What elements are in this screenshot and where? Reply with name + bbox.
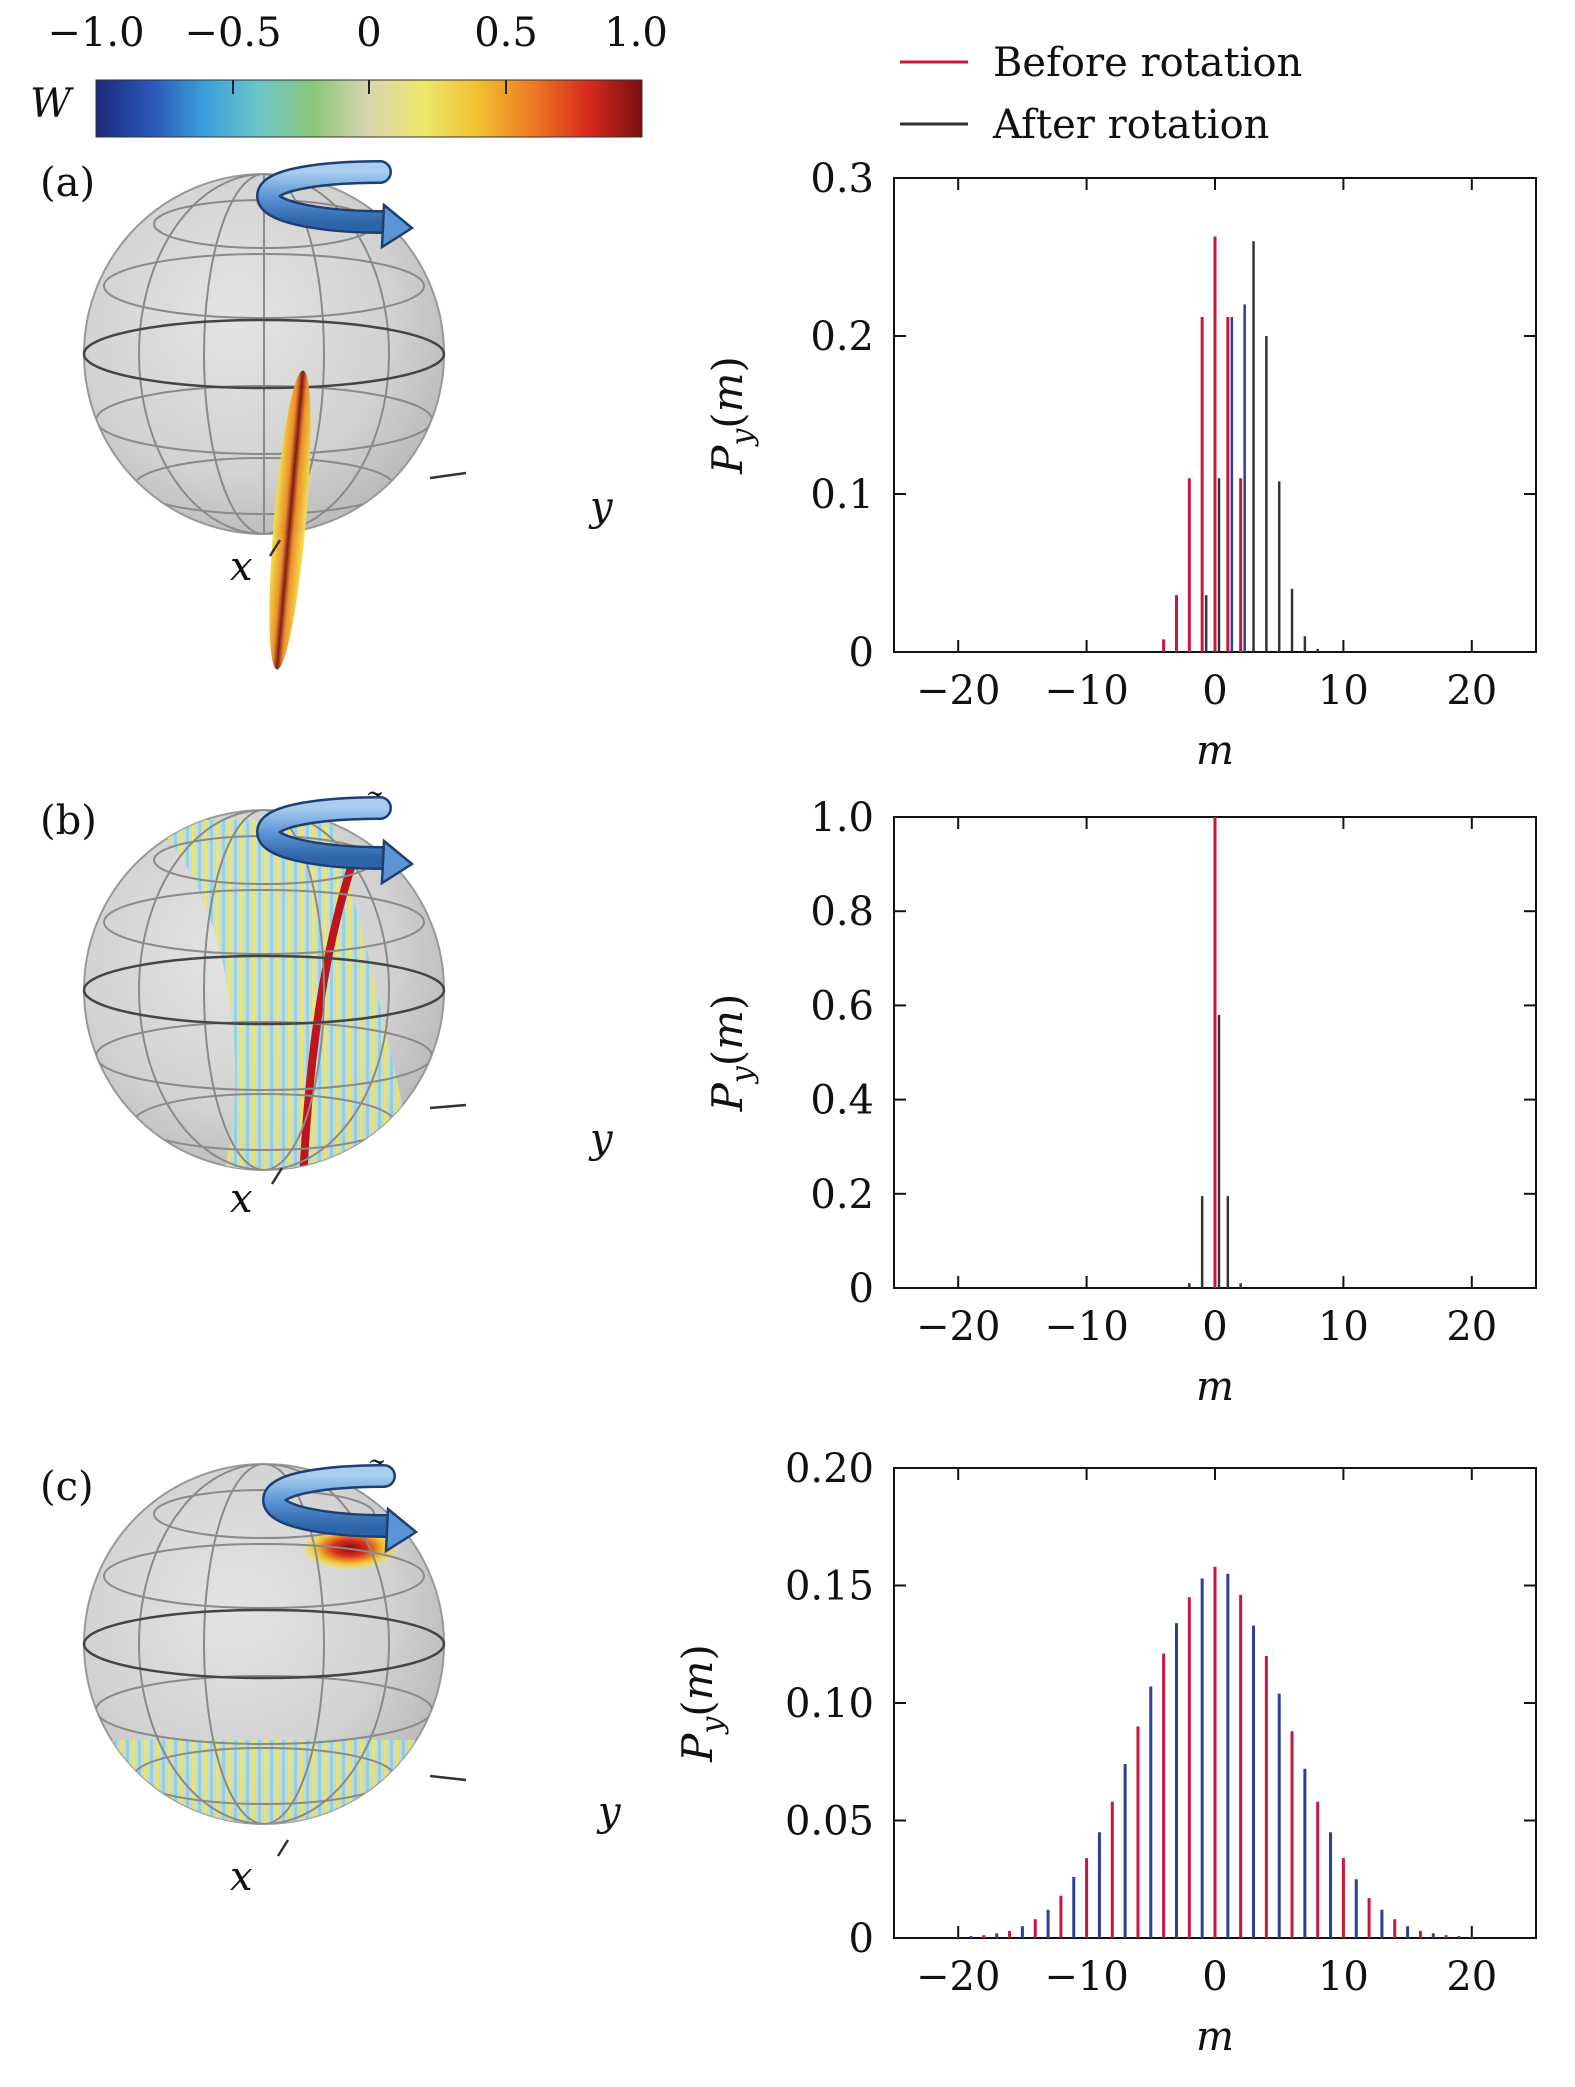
x-tick-label: 0 xyxy=(1202,668,1227,714)
chart-panel-c: −20 −10 0 10 20 0 0.05 0.10 0.15 0.20 m Py(m) xyxy=(673,1446,1537,2060)
wigner-distribution xyxy=(269,370,311,670)
x-tick-label: 20 xyxy=(1446,668,1497,714)
legend-after-label: After rotation xyxy=(992,102,1269,148)
y-tick-label: 0.4 xyxy=(810,1078,874,1124)
sphere-panel-c: (c) y x z xyxy=(40,1449,622,1900)
x-tick-label: −10 xyxy=(1044,1954,1128,2000)
y-tick-label: 0 xyxy=(849,1916,874,1962)
x-axis-label: m xyxy=(1196,2014,1234,2060)
axis-label-x: x xyxy=(230,1176,253,1222)
colorbar-tick-label: 0.5 xyxy=(474,10,538,56)
rotation-arrow-icon xyxy=(255,796,415,886)
equator xyxy=(82,954,446,1026)
y-axis-label: Py(m) xyxy=(703,356,760,475)
y-axis-label: Py(m) xyxy=(703,994,760,1113)
colorbar: W −1.0 −0.5 0 0.5 1.0 xyxy=(30,10,668,138)
chart-panel-b: −20 −10 0 10 20 0 0.2 0.4 0.6 0.8 1.0 m Py(m) xyxy=(703,795,1537,1410)
x-tick-label: −20 xyxy=(916,1954,1000,2000)
x-axis-label: m xyxy=(1196,728,1234,774)
axis-label-y: y xyxy=(596,1789,622,1835)
y-tick-label: 0.2 xyxy=(810,314,874,360)
axis-label-x: x xyxy=(230,1854,253,1900)
x-tick-label: 10 xyxy=(1318,1304,1369,1350)
panel-label-a: (a) xyxy=(40,160,95,206)
equator xyxy=(82,318,446,390)
colorbar-tick-label: 0 xyxy=(356,10,381,56)
sphere-panel-a: (a) y x z xyxy=(40,155,614,670)
axis-label-y: y xyxy=(588,484,614,530)
x-tick-label: −10 xyxy=(1044,668,1128,714)
legend-before-label: Before rotation xyxy=(993,40,1302,86)
wigner-distribution xyxy=(150,820,420,1170)
axis-label-x: x xyxy=(230,544,253,590)
x-tick-label: 10 xyxy=(1318,668,1369,714)
y-axis-line xyxy=(429,471,467,480)
x-tick-label: −20 xyxy=(916,668,1000,714)
sphere-panel-b: (b) y x z xyxy=(40,781,614,1222)
y-tick-label: 0.3 xyxy=(810,156,874,202)
y-tick-label: 0.20 xyxy=(785,1446,874,1492)
colorbar-tick-label: −0.5 xyxy=(184,10,281,56)
x-tick-label: 0 xyxy=(1202,1304,1227,1350)
colorbar-tick-label: −1.0 xyxy=(47,10,144,56)
x-tick-label: 20 xyxy=(1446,1304,1497,1350)
y-tick-label: 0.2 xyxy=(810,1172,874,1218)
x-tick-label: −10 xyxy=(1044,1304,1128,1350)
y-tick-label: 0 xyxy=(849,1266,874,1312)
equator xyxy=(82,1608,446,1680)
rotation-arrow-icon xyxy=(261,1464,419,1554)
x-tick-label: 0 xyxy=(1202,1954,1227,2000)
y-tick-label: 0 xyxy=(849,630,874,676)
colorbar-tick-label: 1.0 xyxy=(604,10,668,56)
x-axis-line xyxy=(276,1839,290,1857)
y-tick-label: 0.8 xyxy=(810,889,874,935)
y-tick-label: 0.15 xyxy=(785,1564,874,1610)
axis-label-y: y xyxy=(588,1116,614,1162)
y-axis-line xyxy=(429,1103,467,1110)
x-tick-label: −20 xyxy=(916,1304,1000,1350)
x-axis-line xyxy=(270,1167,284,1185)
legend: Before rotation After rotation xyxy=(900,40,1302,148)
panel-label-c: (c) xyxy=(40,1464,94,1510)
y-tick-label: 1.0 xyxy=(810,795,874,841)
rotation-arrow-icon xyxy=(255,160,415,250)
y-tick-label: 0.1 xyxy=(810,472,874,518)
y-axis-line xyxy=(429,1774,467,1782)
colorbar-label: W xyxy=(30,81,74,127)
x-tick-label: 20 xyxy=(1446,1954,1497,2000)
y-tick-label: 0.05 xyxy=(785,1799,874,1845)
y-tick-label: 0.6 xyxy=(810,983,874,1029)
y-axis-label: Py(m) xyxy=(673,1644,730,1763)
x-axis-label: m xyxy=(1196,1364,1234,1410)
chart-panel-a: −20 −10 0 10 20 0 0.1 0.2 0.3 m Py(m) xyxy=(703,156,1537,774)
x-axis-line xyxy=(268,539,282,557)
panel-label-b: (b) xyxy=(40,798,97,844)
x-tick-label: 10 xyxy=(1318,1954,1369,2000)
y-tick-label: 0.10 xyxy=(785,1681,874,1727)
